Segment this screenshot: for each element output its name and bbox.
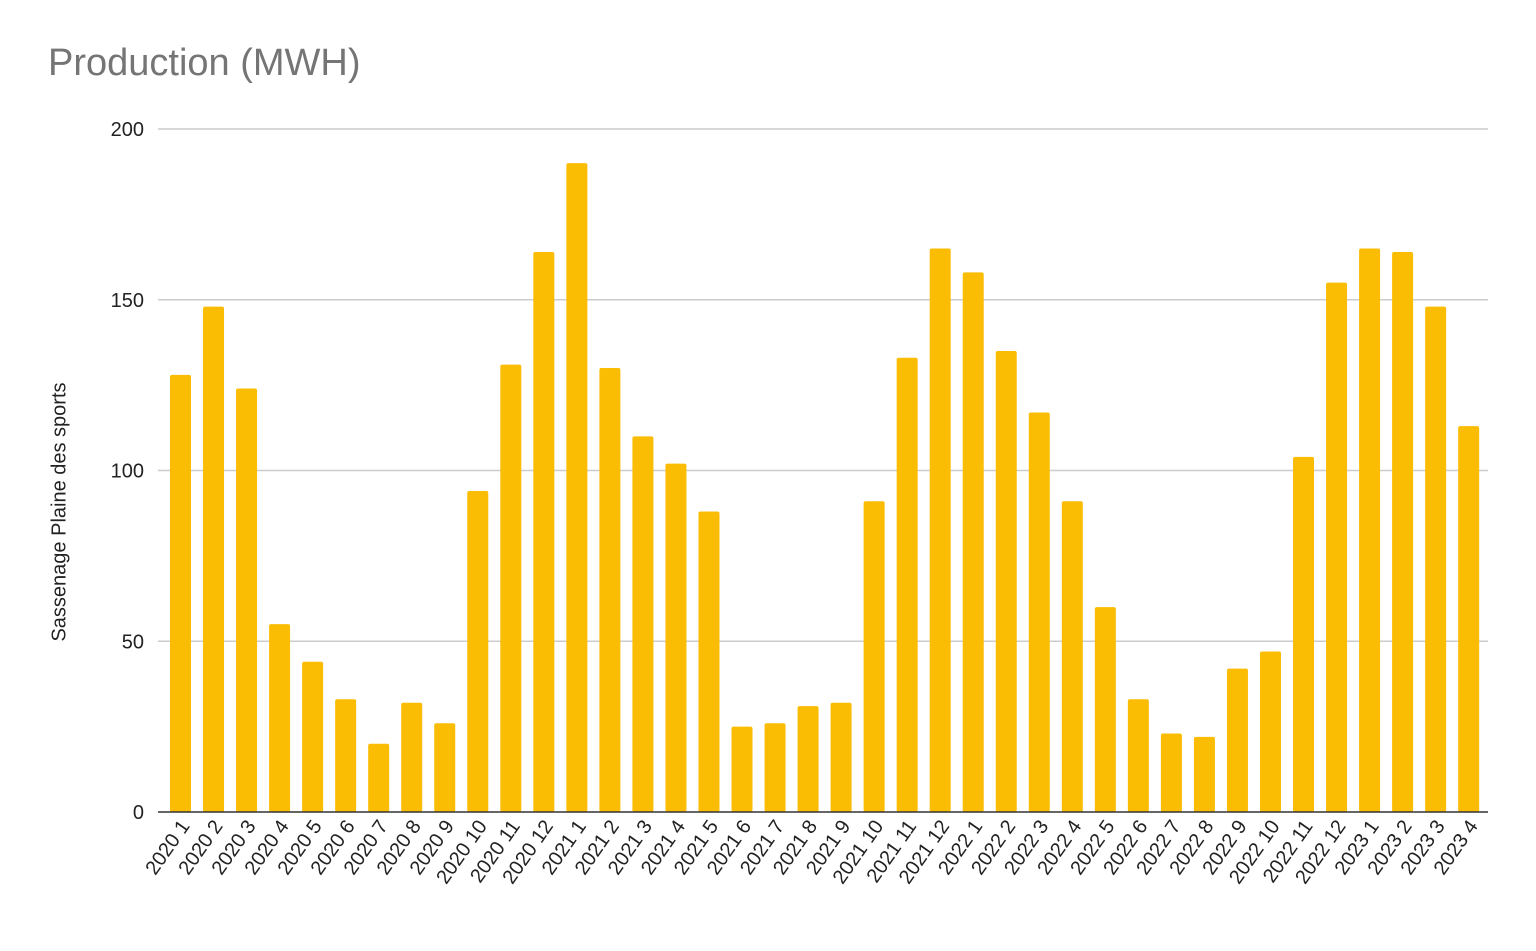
bar (1061, 501, 1083, 812)
bar (1193, 736, 1215, 812)
bar (995, 350, 1017, 812)
bar (236, 388, 258, 812)
bar (368, 743, 390, 812)
bar (764, 723, 786, 812)
bar (1028, 412, 1050, 812)
bar (1259, 651, 1281, 812)
bar (401, 702, 423, 812)
bar (1226, 668, 1248, 812)
bar (1160, 733, 1182, 812)
bar (1458, 426, 1480, 812)
y-tick-label: 0 (133, 802, 144, 824)
bar (1392, 251, 1414, 812)
bar (1326, 282, 1348, 812)
y-tick-label: 50 (122, 631, 144, 653)
bar (665, 463, 687, 812)
bar (797, 706, 819, 812)
bar (1293, 456, 1315, 812)
bar (335, 699, 357, 812)
bar (1127, 699, 1149, 812)
bar (203, 306, 225, 812)
gridlines (158, 128, 1488, 642)
bar (566, 163, 588, 812)
bar (896, 357, 918, 812)
bar (269, 624, 291, 812)
bar (1359, 248, 1381, 812)
chart-title: Production (MWH) (48, 42, 361, 84)
y-tick-label: 100 (111, 461, 144, 483)
bar (698, 511, 720, 812)
y-tick-label: 150 (111, 290, 144, 312)
y-tick-label: 200 (111, 119, 144, 141)
bar (929, 248, 951, 812)
bar (731, 726, 753, 812)
bar (533, 251, 555, 812)
bar (863, 501, 885, 812)
bars (170, 163, 1480, 812)
bar (632, 436, 654, 812)
bar (830, 702, 852, 812)
bar (170, 374, 191, 812)
bar (1425, 306, 1447, 812)
bar (500, 364, 522, 812)
y-axis-ticks: 0 50 100 150 200 (111, 119, 144, 824)
bar (434, 723, 456, 812)
bar (962, 272, 984, 812)
bar (467, 490, 489, 812)
bar (1094, 607, 1116, 812)
bar (302, 661, 324, 812)
bar (599, 368, 621, 812)
